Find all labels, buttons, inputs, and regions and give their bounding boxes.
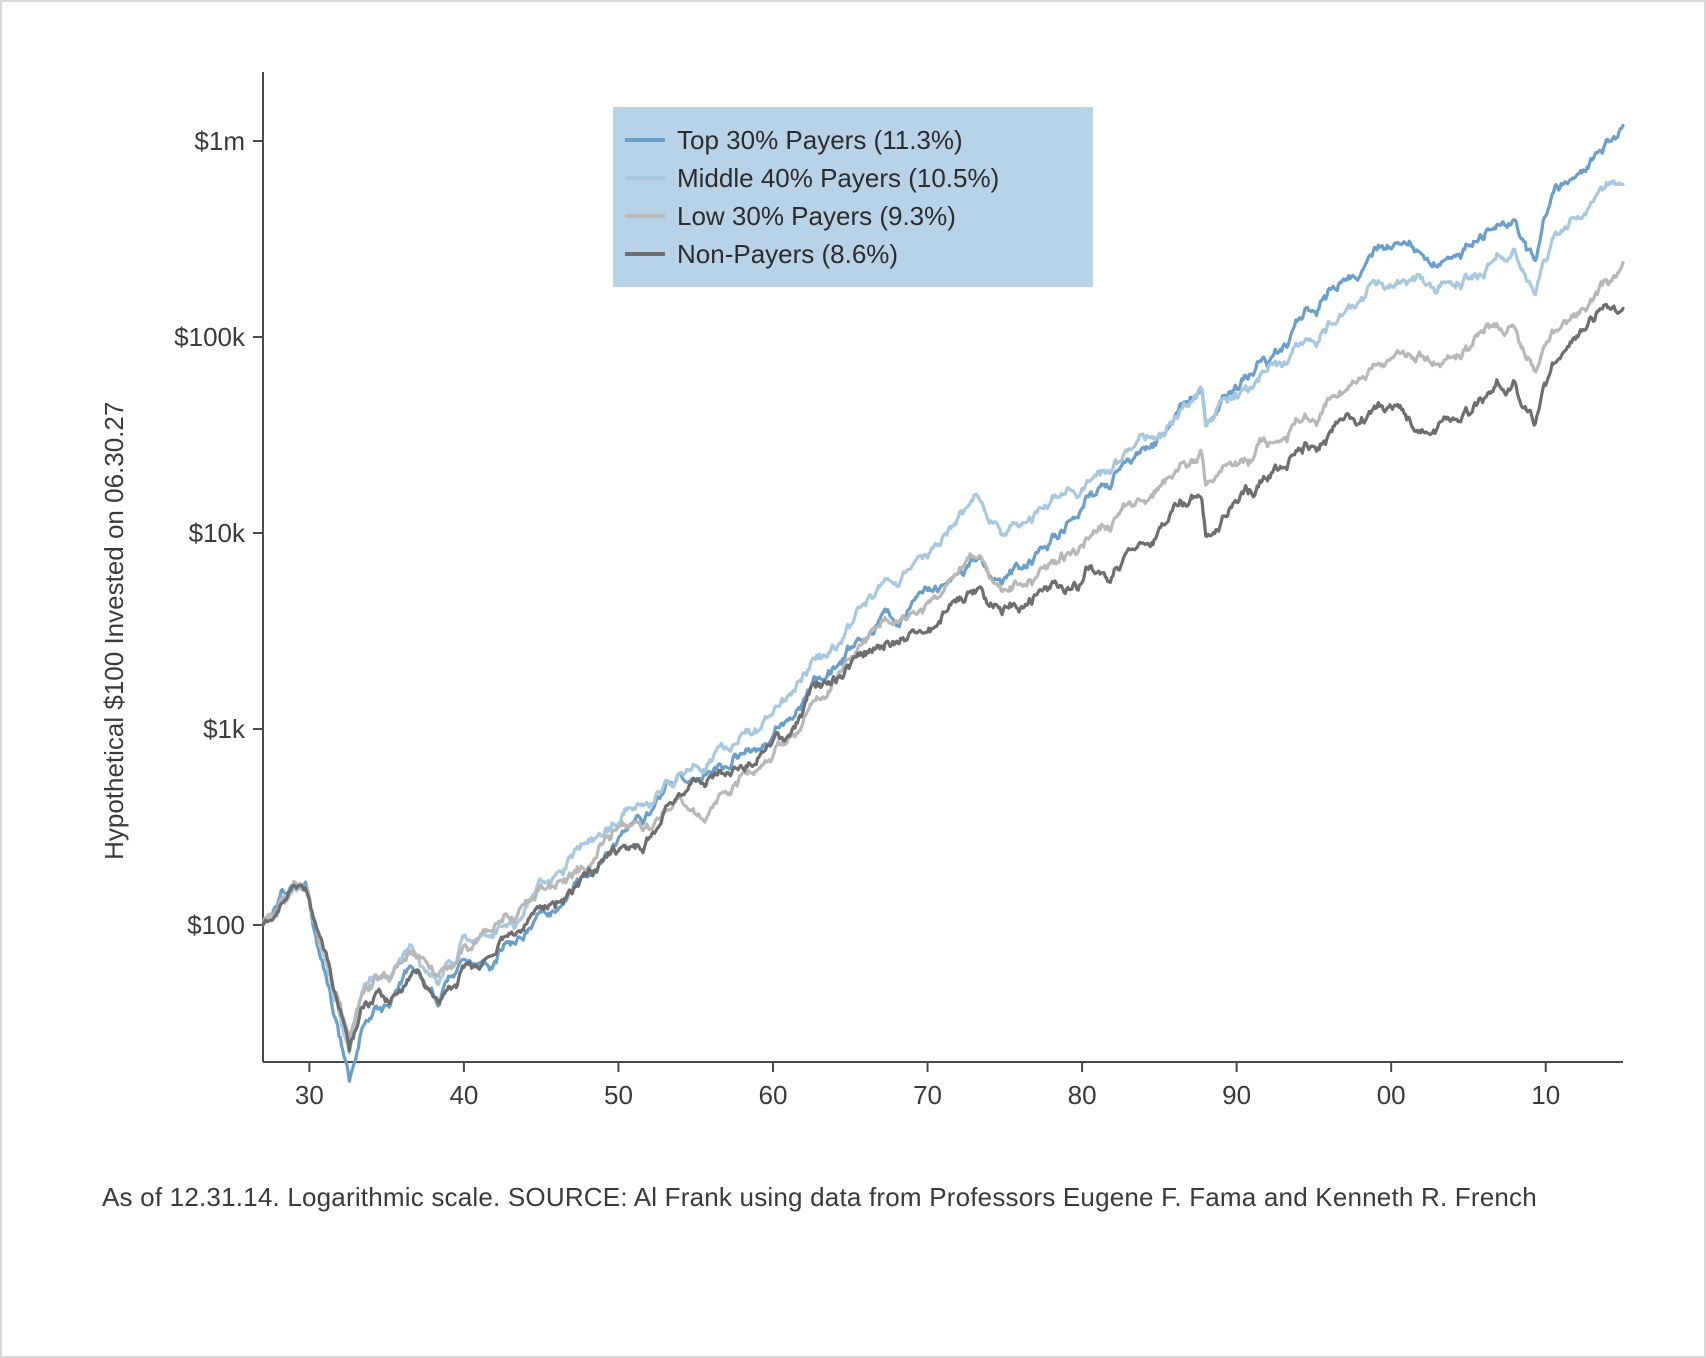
svg-text:$100: $100 xyxy=(187,910,245,940)
svg-text:10: 10 xyxy=(1531,1080,1560,1110)
svg-text:00: 00 xyxy=(1377,1080,1406,1110)
svg-text:Hypothetical $100 Invested on: Hypothetical $100 Invested on 06.30.27 xyxy=(99,402,129,860)
svg-text:$1m: $1m xyxy=(194,126,245,156)
line-chart: $100 $1k $10k $100k $1m 30 40 50 60 70 80 90 00 10 Hyp… xyxy=(63,42,1643,1162)
legend-label: Low 30% Payers (9.3%) xyxy=(677,201,956,231)
svg-text:60: 60 xyxy=(759,1080,788,1110)
legend-label: Top 30% Payers (11.3%) xyxy=(677,125,963,155)
chart-frame: $100 $1k $10k $100k $1m 30 40 50 60 70 80 90 00 10 Hyp… xyxy=(0,0,1706,1358)
svg-text:90: 90 xyxy=(1222,1080,1251,1110)
chart-caption: As of 12.31.14. Logarithmic scale. SOURC… xyxy=(62,1180,1644,1215)
svg-text:$10k: $10k xyxy=(189,518,246,548)
legend-label: Non-Payers (8.6%) xyxy=(677,239,898,269)
svg-text:80: 80 xyxy=(1068,1080,1097,1110)
svg-text:$100k: $100k xyxy=(174,322,246,352)
svg-text:30: 30 xyxy=(295,1080,324,1110)
legend-label: Middle 40% Payers (10.5%) xyxy=(677,163,999,193)
series-line xyxy=(263,263,1623,1042)
svg-text:70: 70 xyxy=(913,1080,942,1110)
svg-text:40: 40 xyxy=(449,1080,478,1110)
chart-container: $100 $1k $10k $100k $1m 30 40 50 60 70 80 90 00 10 Hyp… xyxy=(63,42,1643,1162)
legend: Top 30% Payers (11.3%) Middle 40% Payers … xyxy=(613,107,1093,287)
svg-text:50: 50 xyxy=(604,1080,633,1110)
svg-text:$1k: $1k xyxy=(203,714,246,744)
